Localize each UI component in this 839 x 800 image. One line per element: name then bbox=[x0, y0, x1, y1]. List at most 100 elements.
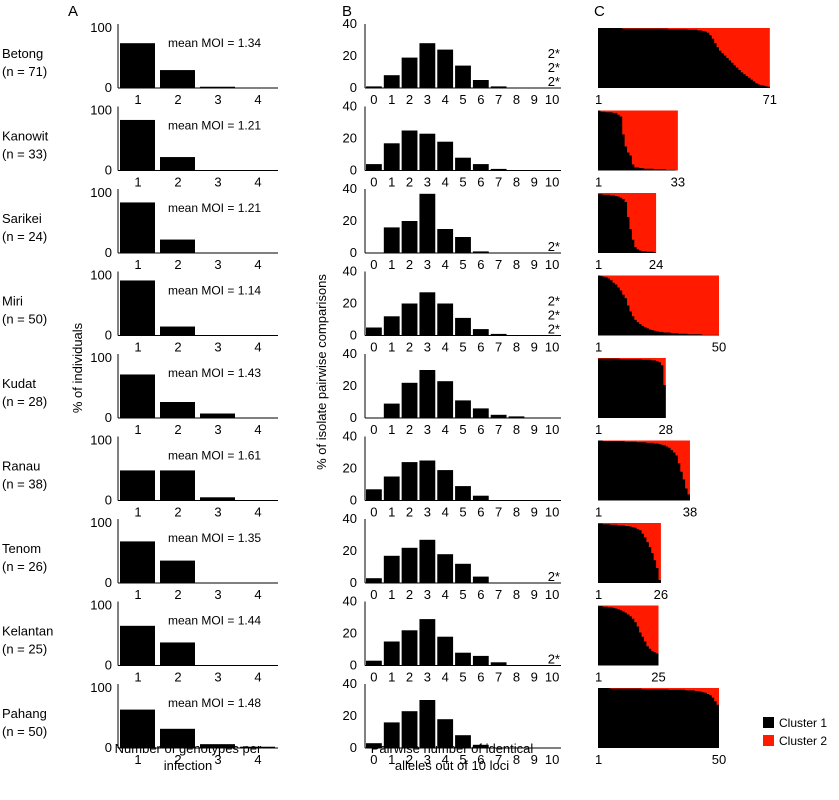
panel-a-xtick-label: 1 bbox=[134, 175, 141, 190]
panel-a-ytick-label: 0 bbox=[105, 245, 112, 260]
panel-b-bar bbox=[490, 168, 507, 171]
panel-a-xtick-label: 4 bbox=[254, 257, 261, 272]
panel-a-xtick-label: 1 bbox=[134, 257, 141, 272]
panel-b-bar bbox=[437, 141, 454, 171]
panel-b-ytick-label: 20 bbox=[343, 378, 357, 393]
mean-moi-label: mean MOI = 1.21 bbox=[168, 119, 261, 133]
panel-b-bar bbox=[455, 400, 471, 418]
panel-b-xtick-label: 9 bbox=[531, 505, 538, 520]
panel-b-bar bbox=[437, 636, 454, 666]
structure-end-label: 26 bbox=[654, 587, 668, 602]
panel-a-xtick-label: 1 bbox=[134, 752, 141, 767]
panel-b-xlabel-line-2: alleles out of 10 loci bbox=[395, 758, 509, 773]
population-count: (n = 38) bbox=[2, 477, 47, 492]
population-name: Sarikei bbox=[2, 211, 42, 226]
panel-b-xtick-label: 2 bbox=[406, 340, 413, 355]
rare-allele-annotation: 2* bbox=[548, 239, 560, 254]
panel-b-ytick-label: 40 bbox=[343, 16, 357, 31]
panel-a-ytick-label: 0 bbox=[105, 80, 112, 95]
panel-b-bar bbox=[401, 221, 418, 253]
panel-a-bar bbox=[120, 43, 155, 88]
panel-b-bar bbox=[401, 130, 418, 171]
panel-a-bar bbox=[200, 86, 235, 88]
panel-b-xtick-label: 7 bbox=[495, 587, 502, 602]
population-count: (n = 24) bbox=[2, 229, 47, 244]
panel-b-xtick-label: 8 bbox=[513, 175, 520, 190]
panel-a-bar bbox=[160, 470, 195, 501]
panel-b-xtick-label: 9 bbox=[531, 752, 538, 767]
cluster-1-membership bbox=[598, 688, 719, 748]
panel-a-bar bbox=[160, 728, 195, 748]
panel-a-xtick-label: 1 bbox=[134, 505, 141, 520]
panel-b-ytick-label: 0 bbox=[350, 80, 357, 95]
panel-b-bar bbox=[455, 486, 471, 501]
panel-b-xtick-label: 0 bbox=[370, 175, 377, 190]
panel-b-xtick-label: 9 bbox=[531, 422, 538, 437]
panel-b-xtick-label: 8 bbox=[513, 752, 520, 767]
panel-a-bar bbox=[120, 280, 155, 336]
panel-b-bar bbox=[472, 408, 489, 418]
mean-moi-label: mean MOI = 1.48 bbox=[168, 696, 261, 710]
mean-moi-label: mean MOI = 1.14 bbox=[168, 284, 261, 298]
panel-a-bar bbox=[200, 413, 235, 418]
panel-b-xtick-label: 6 bbox=[477, 670, 484, 685]
panel-b-xtick-label: 6 bbox=[477, 175, 484, 190]
panel-a-xtick-label: 3 bbox=[214, 257, 221, 272]
panel-b-xtick-label: 0 bbox=[370, 670, 377, 685]
panel-b-bar bbox=[437, 229, 454, 253]
population-name: Betong bbox=[2, 46, 43, 61]
panel-a-bar bbox=[160, 642, 195, 666]
panel-b-xtick-label: 0 bbox=[370, 422, 377, 437]
panel-a-bar bbox=[200, 744, 235, 748]
structure-start-label: 1 bbox=[595, 340, 602, 355]
panel-b-xtick-label: 3 bbox=[424, 505, 431, 520]
panel-b-xtick-label: 3 bbox=[424, 92, 431, 107]
panel-b-bar bbox=[383, 641, 400, 666]
panel-b-xtick-label: 1 bbox=[388, 257, 395, 272]
panel-a-xtick-label: 2 bbox=[174, 587, 181, 602]
panel-b-xtick-label: 1 bbox=[388, 92, 395, 107]
panel-b-xtick-label: 7 bbox=[495, 505, 502, 520]
panel-b-bar bbox=[366, 660, 382, 666]
panel-a-xtick-label: 1 bbox=[134, 670, 141, 685]
panel-b-xtick-label: 0 bbox=[370, 587, 377, 602]
panel-b-bar bbox=[366, 578, 382, 583]
panel-b-bar bbox=[419, 133, 436, 171]
panel-b-bar bbox=[472, 329, 489, 336]
panel-a-ytick-label: 0 bbox=[105, 493, 112, 508]
panel-b-xtick-label: 2 bbox=[406, 257, 413, 272]
panel-b-bar bbox=[508, 416, 525, 418]
panel-b-xtick-label: 7 bbox=[495, 340, 502, 355]
structure-end-label: 71 bbox=[763, 92, 777, 107]
panel-a-xtick-label: 1 bbox=[134, 92, 141, 107]
panel-b-bar bbox=[455, 735, 471, 748]
structure-start-label: 1 bbox=[595, 92, 602, 107]
panel-b-ytick-label: 0 bbox=[350, 575, 357, 590]
panel-a-xtick-label: 3 bbox=[214, 422, 221, 437]
panel-b-bar bbox=[455, 317, 471, 336]
panel-b-bar bbox=[383, 75, 400, 88]
panel-b-xtick-label: 7 bbox=[495, 670, 502, 685]
panel-b-xtick-label: 10 bbox=[545, 422, 559, 437]
panel-b-xtick-label: 10 bbox=[545, 257, 559, 272]
panel-b-xtick-label: 6 bbox=[477, 340, 484, 355]
cluster-1-membership bbox=[598, 440, 690, 501]
population-count: (n = 71) bbox=[2, 64, 47, 79]
panel-b-xtick-label: 1 bbox=[388, 175, 395, 190]
panel-b-ytick-label: 40 bbox=[343, 181, 357, 196]
structure-start-label: 1 bbox=[595, 422, 602, 437]
panel-b-xtick-label: 4 bbox=[442, 505, 449, 520]
panel-b-bar bbox=[472, 495, 489, 501]
panel-b-xtick-label: 2 bbox=[406, 670, 413, 685]
mean-moi-label: mean MOI = 1.21 bbox=[168, 201, 261, 215]
panel-a-ytick-label: 100 bbox=[90, 268, 112, 283]
structure-start-label: 1 bbox=[595, 587, 602, 602]
panel-b-bar bbox=[419, 539, 436, 583]
panel-b-xtick-label: 2 bbox=[406, 92, 413, 107]
panel-a-xtick-label: 2 bbox=[174, 175, 181, 190]
structure-end-label: 50 bbox=[712, 340, 726, 355]
population-name: Kelantan bbox=[2, 624, 53, 639]
panel-b-xtick-label: 7 bbox=[495, 422, 502, 437]
panel-b-ytick-label: 0 bbox=[350, 245, 357, 260]
panel-b-bar bbox=[472, 80, 489, 88]
